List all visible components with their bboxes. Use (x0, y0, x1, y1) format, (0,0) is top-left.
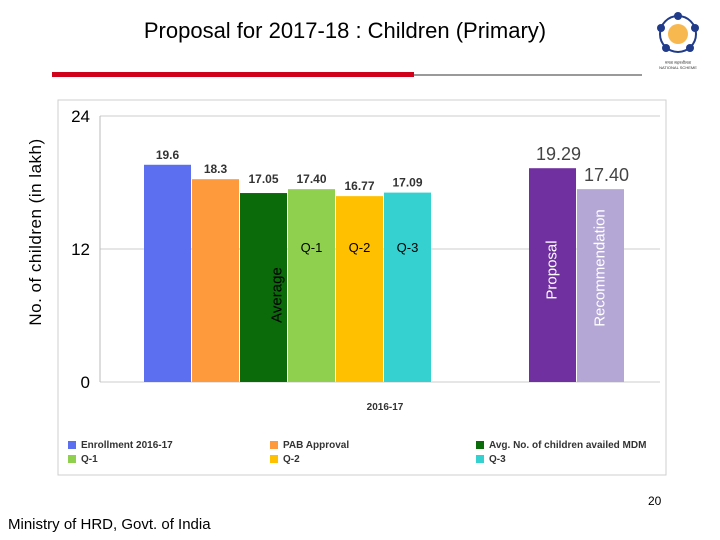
legend-label: Q-3 (489, 454, 506, 465)
bar-7 (529, 168, 576, 382)
logo-caption-line: NATIONAL SCHEME (659, 65, 697, 70)
bar-annotation: Q-3 (397, 240, 419, 255)
data-label: 18.3 (204, 162, 228, 176)
bar-annotation: Q-1 (301, 240, 323, 255)
bar-annotation: Proposal (544, 240, 561, 299)
legend-swatch (476, 441, 484, 449)
bar-annotation: Recommendation (592, 209, 609, 327)
data-label: 17.40 (584, 165, 629, 185)
page-number: 20 (648, 494, 662, 508)
y-tick-labels: 0 12 24 (71, 107, 90, 392)
legend-swatch (68, 441, 76, 449)
bar-3 (240, 193, 287, 382)
title-underline-grey (414, 74, 642, 76)
bar-2 (192, 179, 239, 382)
legend-label: PAB Approval (283, 440, 349, 451)
legend-label: Avg. No. of children availed MDM (489, 440, 646, 451)
y-tick-label: 0 (81, 373, 90, 392)
bar-8 (577, 189, 624, 382)
bar-1 (144, 164, 191, 382)
data-label: 17.05 (248, 172, 278, 186)
legend-swatch (270, 455, 278, 463)
data-label: 19.29 (536, 144, 581, 164)
legend-swatch (68, 455, 76, 463)
data-label: 19.6 (156, 148, 180, 162)
y-tick-label: 24 (71, 107, 90, 126)
data-label: 17.09 (392, 176, 422, 190)
bar-4 (288, 189, 335, 382)
logo-caption-line: ममता सहनशीलता (664, 60, 692, 65)
y-tick-label: 12 (71, 240, 90, 259)
footer-text: Ministry of HRD, Govt. of India (8, 516, 211, 533)
legend-label: Enrollment 2016-17 (81, 440, 173, 451)
legend-label: Q-1 (81, 454, 98, 465)
bar-annotation: Average (269, 267, 286, 323)
data-label: 17.40 (296, 172, 326, 186)
legend-label: Q-2 (283, 454, 300, 465)
slide-title: Proposal for 2017-18 : Children (Primary… (143, 18, 547, 43)
data-label: 16.77 (344, 179, 374, 193)
bar-annotations: Average Q-1 Q-2 Q-3 Proposal Recommendation (269, 209, 609, 327)
scheme-logo: ममता सहनशीलता NATIONAL SCHEME (650, 8, 706, 78)
legend-swatch (270, 441, 278, 449)
bar-annotation: Q-2 (349, 240, 371, 255)
x-axis-label: 2016-17 (367, 402, 404, 413)
bar-5 (336, 196, 383, 382)
legend-swatch (476, 455, 484, 463)
bar-6 (384, 192, 431, 382)
title-underline-red (52, 72, 414, 77)
scheme-logo-icon (657, 12, 699, 53)
legend: Enrollment 2016-17 PAB Approval Avg. No. o… (68, 440, 646, 465)
bars (144, 164, 624, 382)
